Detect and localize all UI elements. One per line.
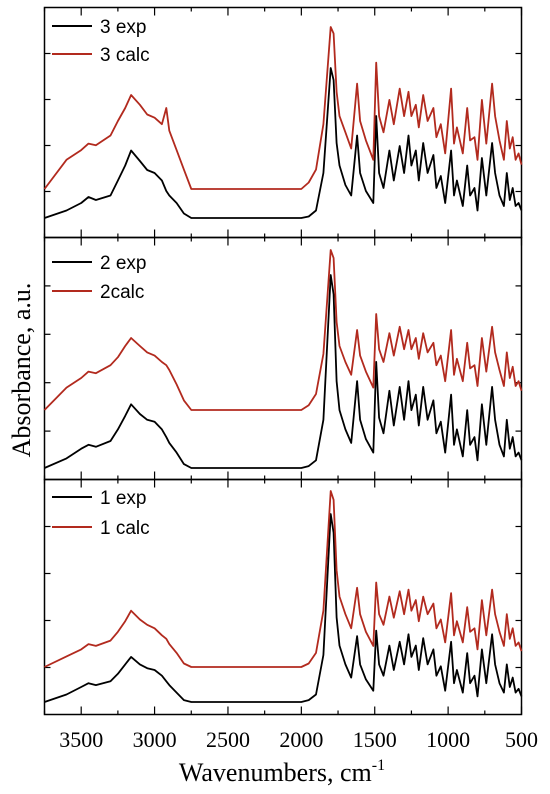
panel-2-series: [43, 249, 523, 469]
x-tick-label: 2500: [206, 727, 250, 752]
series-line-1-calc: [44, 490, 523, 668]
y-axis-title: Absorbance, a.u.: [7, 283, 36, 458]
legend-label-2-exp: 2 exp: [100, 253, 146, 274]
x-tick-label: 3500: [59, 727, 103, 752]
legend-label-1-exp: 1 exp: [100, 488, 146, 509]
panel-2-ticks: [43, 237, 523, 480]
series-line-1-exp: [44, 513, 523, 703]
panel-2-legend: 2 exp 2calc: [52, 253, 146, 303]
panel-1-series: [44, 490, 523, 703]
legend-label-3-calc: 3 calc: [100, 45, 150, 66]
series-line-2calc: [43, 249, 523, 411]
series-line-2-exp: [44, 274, 523, 469]
panel-3: 3 exp 3 calc: [43, 6, 523, 239]
x-tick-label: 2000: [279, 727, 323, 752]
x-axis-title-superscript: -1: [372, 757, 385, 774]
x-axis: 3500 3000 2500 2000 1500 1000 500: [59, 727, 538, 752]
legend-label-3-exp: 3 exp: [100, 17, 146, 38]
panel-3-ticks: [43, 7, 523, 238]
legend-label-1-calc: 1 calc: [100, 518, 150, 539]
x-tick-label: 1000: [426, 727, 470, 752]
panel-3-frame: [43, 6, 523, 239]
panel-1-ticks: [43, 479, 523, 715]
legend-label-2-calc: 2calc: [100, 282, 144, 303]
panel-1-frame: [43, 478, 523, 716]
panel-2: 2 exp 2calc: [43, 236, 523, 481]
series-line-3-exp: [44, 67, 523, 219]
series-line-3-calc: [43, 26, 523, 190]
panel-1-legend: 1 exp 1 calc: [52, 488, 150, 539]
x-tick-label: 1500: [353, 727, 397, 752]
x-axis-title-text: Wavenumbers, cm: [179, 758, 372, 787]
x-axis-title: Wavenumbers, cm-1: [179, 757, 385, 787]
panel-3-legend: 3 exp 3 calc: [52, 17, 150, 66]
panel-1: 1 exp 1 calc: [43, 478, 523, 716]
x-tick-label: 3000: [133, 727, 177, 752]
panel-3-series: [43, 26, 523, 219]
x-tick-label: 500: [505, 727, 538, 752]
